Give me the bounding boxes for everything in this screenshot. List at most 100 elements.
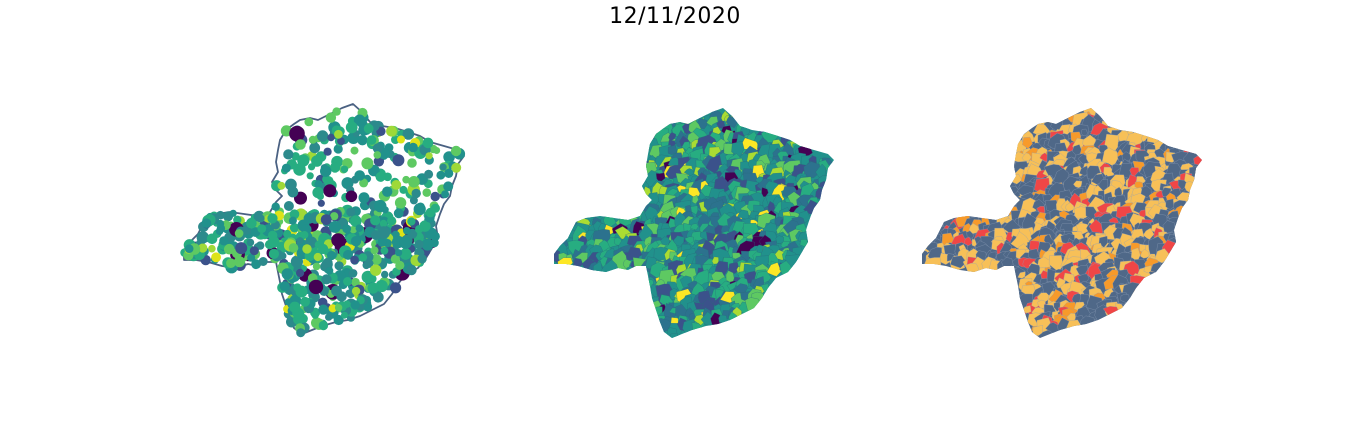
municipality-polygon — [750, 192, 766, 207]
municipality-point — [333, 314, 344, 326]
municipality-point — [296, 328, 306, 338]
municipality-polygon — [924, 257, 942, 272]
municipality-point — [320, 165, 332, 177]
municipality-polygon — [728, 262, 740, 274]
municipality-polygon — [1077, 273, 1090, 284]
municipality-point — [357, 135, 368, 146]
municipality-polygons — [554, 108, 833, 338]
municipality-point — [444, 168, 454, 178]
municipality-point — [393, 208, 404, 219]
municipality-polygon — [1177, 179, 1189, 191]
municipality-point — [390, 254, 400, 264]
municipality-point — [216, 210, 225, 220]
municipality-point — [291, 152, 300, 161]
municipality-point — [211, 252, 222, 263]
municipality-point — [289, 301, 301, 313]
municipality-point — [308, 135, 317, 144]
municipality-point — [450, 145, 462, 157]
municipality-polygon — [803, 161, 821, 178]
municipality-point — [399, 185, 408, 194]
municipality-point — [289, 125, 305, 142]
choropleth-categories-panel — [922, 108, 1202, 338]
municipality-point — [345, 121, 358, 134]
municipality-point — [331, 233, 346, 248]
municipality-point — [358, 192, 370, 204]
municipality-point — [381, 270, 389, 279]
municipality-polygon — [966, 230, 975, 239]
municipality-point — [258, 257, 268, 266]
municipality-point — [386, 125, 397, 137]
municipality-point — [359, 178, 369, 188]
municipality-point — [350, 300, 360, 310]
municipality-point — [380, 246, 389, 255]
municipality-point — [415, 225, 424, 234]
municipality-point — [327, 133, 335, 142]
municipality-point — [354, 170, 366, 181]
municipality-point — [309, 142, 321, 154]
municipality-point — [271, 202, 280, 211]
municipality-point — [295, 285, 308, 298]
municipality-point — [283, 229, 292, 239]
municipality-polygon — [673, 235, 685, 247]
municipality-point — [439, 163, 447, 171]
municipality-point — [234, 256, 245, 268]
municipality-point — [402, 128, 415, 140]
municipality-point — [206, 233, 218, 245]
municipality-point — [215, 227, 224, 235]
municipality-point — [249, 246, 259, 256]
municipality-polygon — [623, 259, 632, 269]
municipality-point — [373, 151, 382, 159]
municipality-point — [343, 277, 353, 286]
municipality-point — [406, 264, 417, 276]
municipality-point — [277, 181, 286, 190]
municipality-point — [351, 277, 360, 287]
municipality-point — [363, 123, 374, 134]
municipality-polygon — [668, 132, 676, 142]
municipality-polygon — [1140, 249, 1150, 259]
municipality-point — [312, 262, 321, 271]
municipality-point — [355, 224, 364, 232]
municipality-point — [343, 249, 353, 260]
municipality-point — [302, 244, 312, 254]
municipality-point — [408, 142, 418, 153]
municipality-point — [387, 216, 397, 226]
municipality-point — [196, 231, 209, 244]
municipality-point — [285, 178, 297, 191]
municipality-polygons — [922, 108, 1202, 337]
municipality-point — [320, 214, 332, 226]
municipality-polygon — [766, 262, 782, 277]
municipality-polygon — [1065, 202, 1075, 212]
municipality-point — [382, 186, 393, 197]
municipality-point — [331, 285, 342, 297]
municipality-point — [370, 246, 379, 255]
municipality-point — [296, 268, 305, 278]
municipality-point — [407, 217, 416, 226]
municipality-point — [366, 135, 377, 145]
municipality-polygon — [692, 194, 699, 205]
municipality-point — [268, 248, 279, 259]
municipality-polygon — [690, 205, 698, 216]
municipality-point — [268, 230, 278, 240]
municipality-point — [314, 180, 323, 189]
municipality-point — [300, 231, 309, 239]
municipality-point — [334, 129, 343, 139]
municipality-polygon — [799, 239, 808, 247]
municipality-point — [391, 180, 402, 190]
municipality-point — [350, 236, 362, 247]
municipality-polygon — [963, 236, 973, 246]
municipality-points — [180, 107, 466, 338]
municipality-point — [281, 163, 291, 173]
municipality-polygon — [965, 262, 980, 274]
municipality-polygon — [775, 235, 784, 244]
municipality-point — [283, 149, 294, 160]
municipality-point — [226, 258, 236, 269]
municipality-point — [267, 213, 278, 224]
municipality-polygon — [667, 144, 678, 155]
municipality-point — [421, 238, 434, 251]
municipality-point — [308, 279, 324, 295]
municipality-polygon — [711, 256, 719, 265]
municipality-point — [246, 217, 257, 229]
municipality-point — [201, 218, 212, 228]
municipality-point — [395, 249, 403, 257]
municipality-polygon — [653, 246, 668, 261]
